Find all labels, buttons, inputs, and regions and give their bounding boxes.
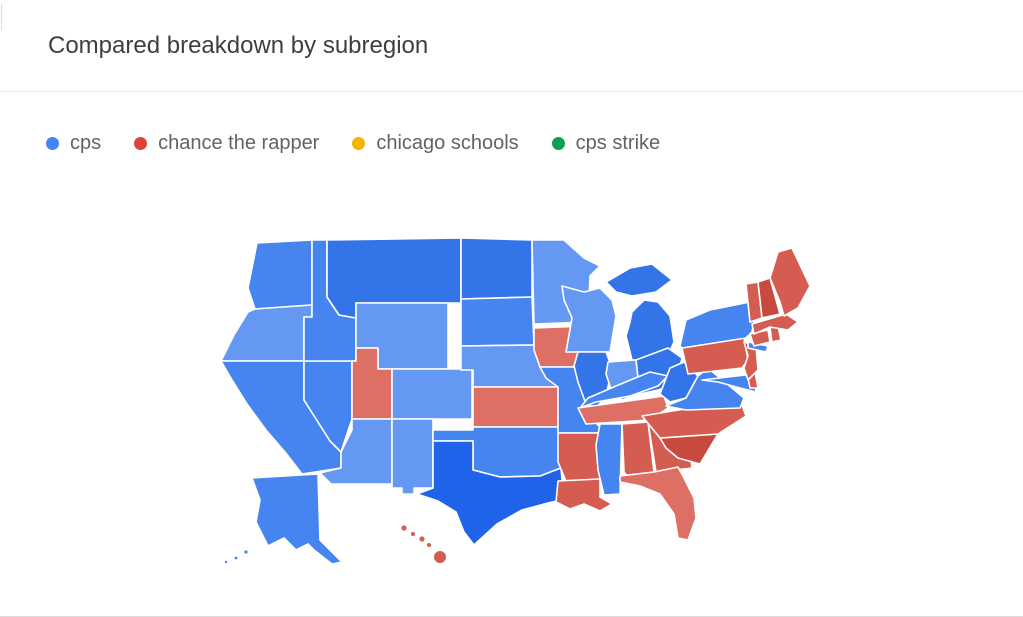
legend: cps chance the rapper chicago schools cp… xyxy=(0,92,1023,155)
state-me[interactable] xyxy=(769,247,811,317)
state-hi[interactable] xyxy=(427,543,431,547)
state-sd[interactable] xyxy=(460,296,535,347)
state-nd[interactable] xyxy=(460,237,533,300)
state-nh[interactable] xyxy=(757,277,781,319)
state-nm[interactable] xyxy=(391,418,434,495)
state-wa[interactable] xyxy=(247,239,313,310)
state-hi[interactable] xyxy=(401,525,407,531)
state-ak[interactable] xyxy=(234,556,238,560)
legend-dot-icon xyxy=(551,137,565,150)
state-co[interactable] xyxy=(391,368,473,420)
card-header: Compared breakdown by subregion xyxy=(0,0,1023,92)
legend-dot-icon xyxy=(352,137,366,150)
state-or[interactable] xyxy=(220,304,313,362)
state-fl[interactable] xyxy=(619,466,697,541)
legend-label: chance the rapper xyxy=(158,132,320,154)
state-ak[interactable] xyxy=(244,550,248,554)
state-hi[interactable] xyxy=(434,551,446,563)
state-ak[interactable] xyxy=(251,473,343,565)
state-ks[interactable] xyxy=(472,386,559,428)
legend-dot-icon xyxy=(134,137,148,150)
state-la[interactable] xyxy=(555,478,613,512)
legend-item-cps: cps xyxy=(46,132,101,155)
legend-item-chance-the-rapper: chance the rapper xyxy=(134,132,319,155)
card-left-edge xyxy=(1,4,2,30)
page-title: Compared breakdown by subregion xyxy=(48,32,429,59)
legend-label: cps xyxy=(70,132,102,154)
legend-label: cps strike xyxy=(575,132,661,154)
legend-item-cps-strike: cps strike xyxy=(551,132,661,155)
legend-dot-icon xyxy=(46,137,59,150)
legend-item-chicago-schools: chicago schools xyxy=(352,132,519,155)
state-md[interactable] xyxy=(701,373,757,393)
state-hi[interactable] xyxy=(411,532,415,536)
legend-label: chicago schools xyxy=(376,132,519,154)
state-hi[interactable] xyxy=(419,536,425,542)
state-tx[interactable] xyxy=(416,440,571,546)
state-ak[interactable] xyxy=(224,560,228,564)
state-mi[interactable] xyxy=(605,263,673,297)
state-wi[interactable] xyxy=(561,285,617,353)
